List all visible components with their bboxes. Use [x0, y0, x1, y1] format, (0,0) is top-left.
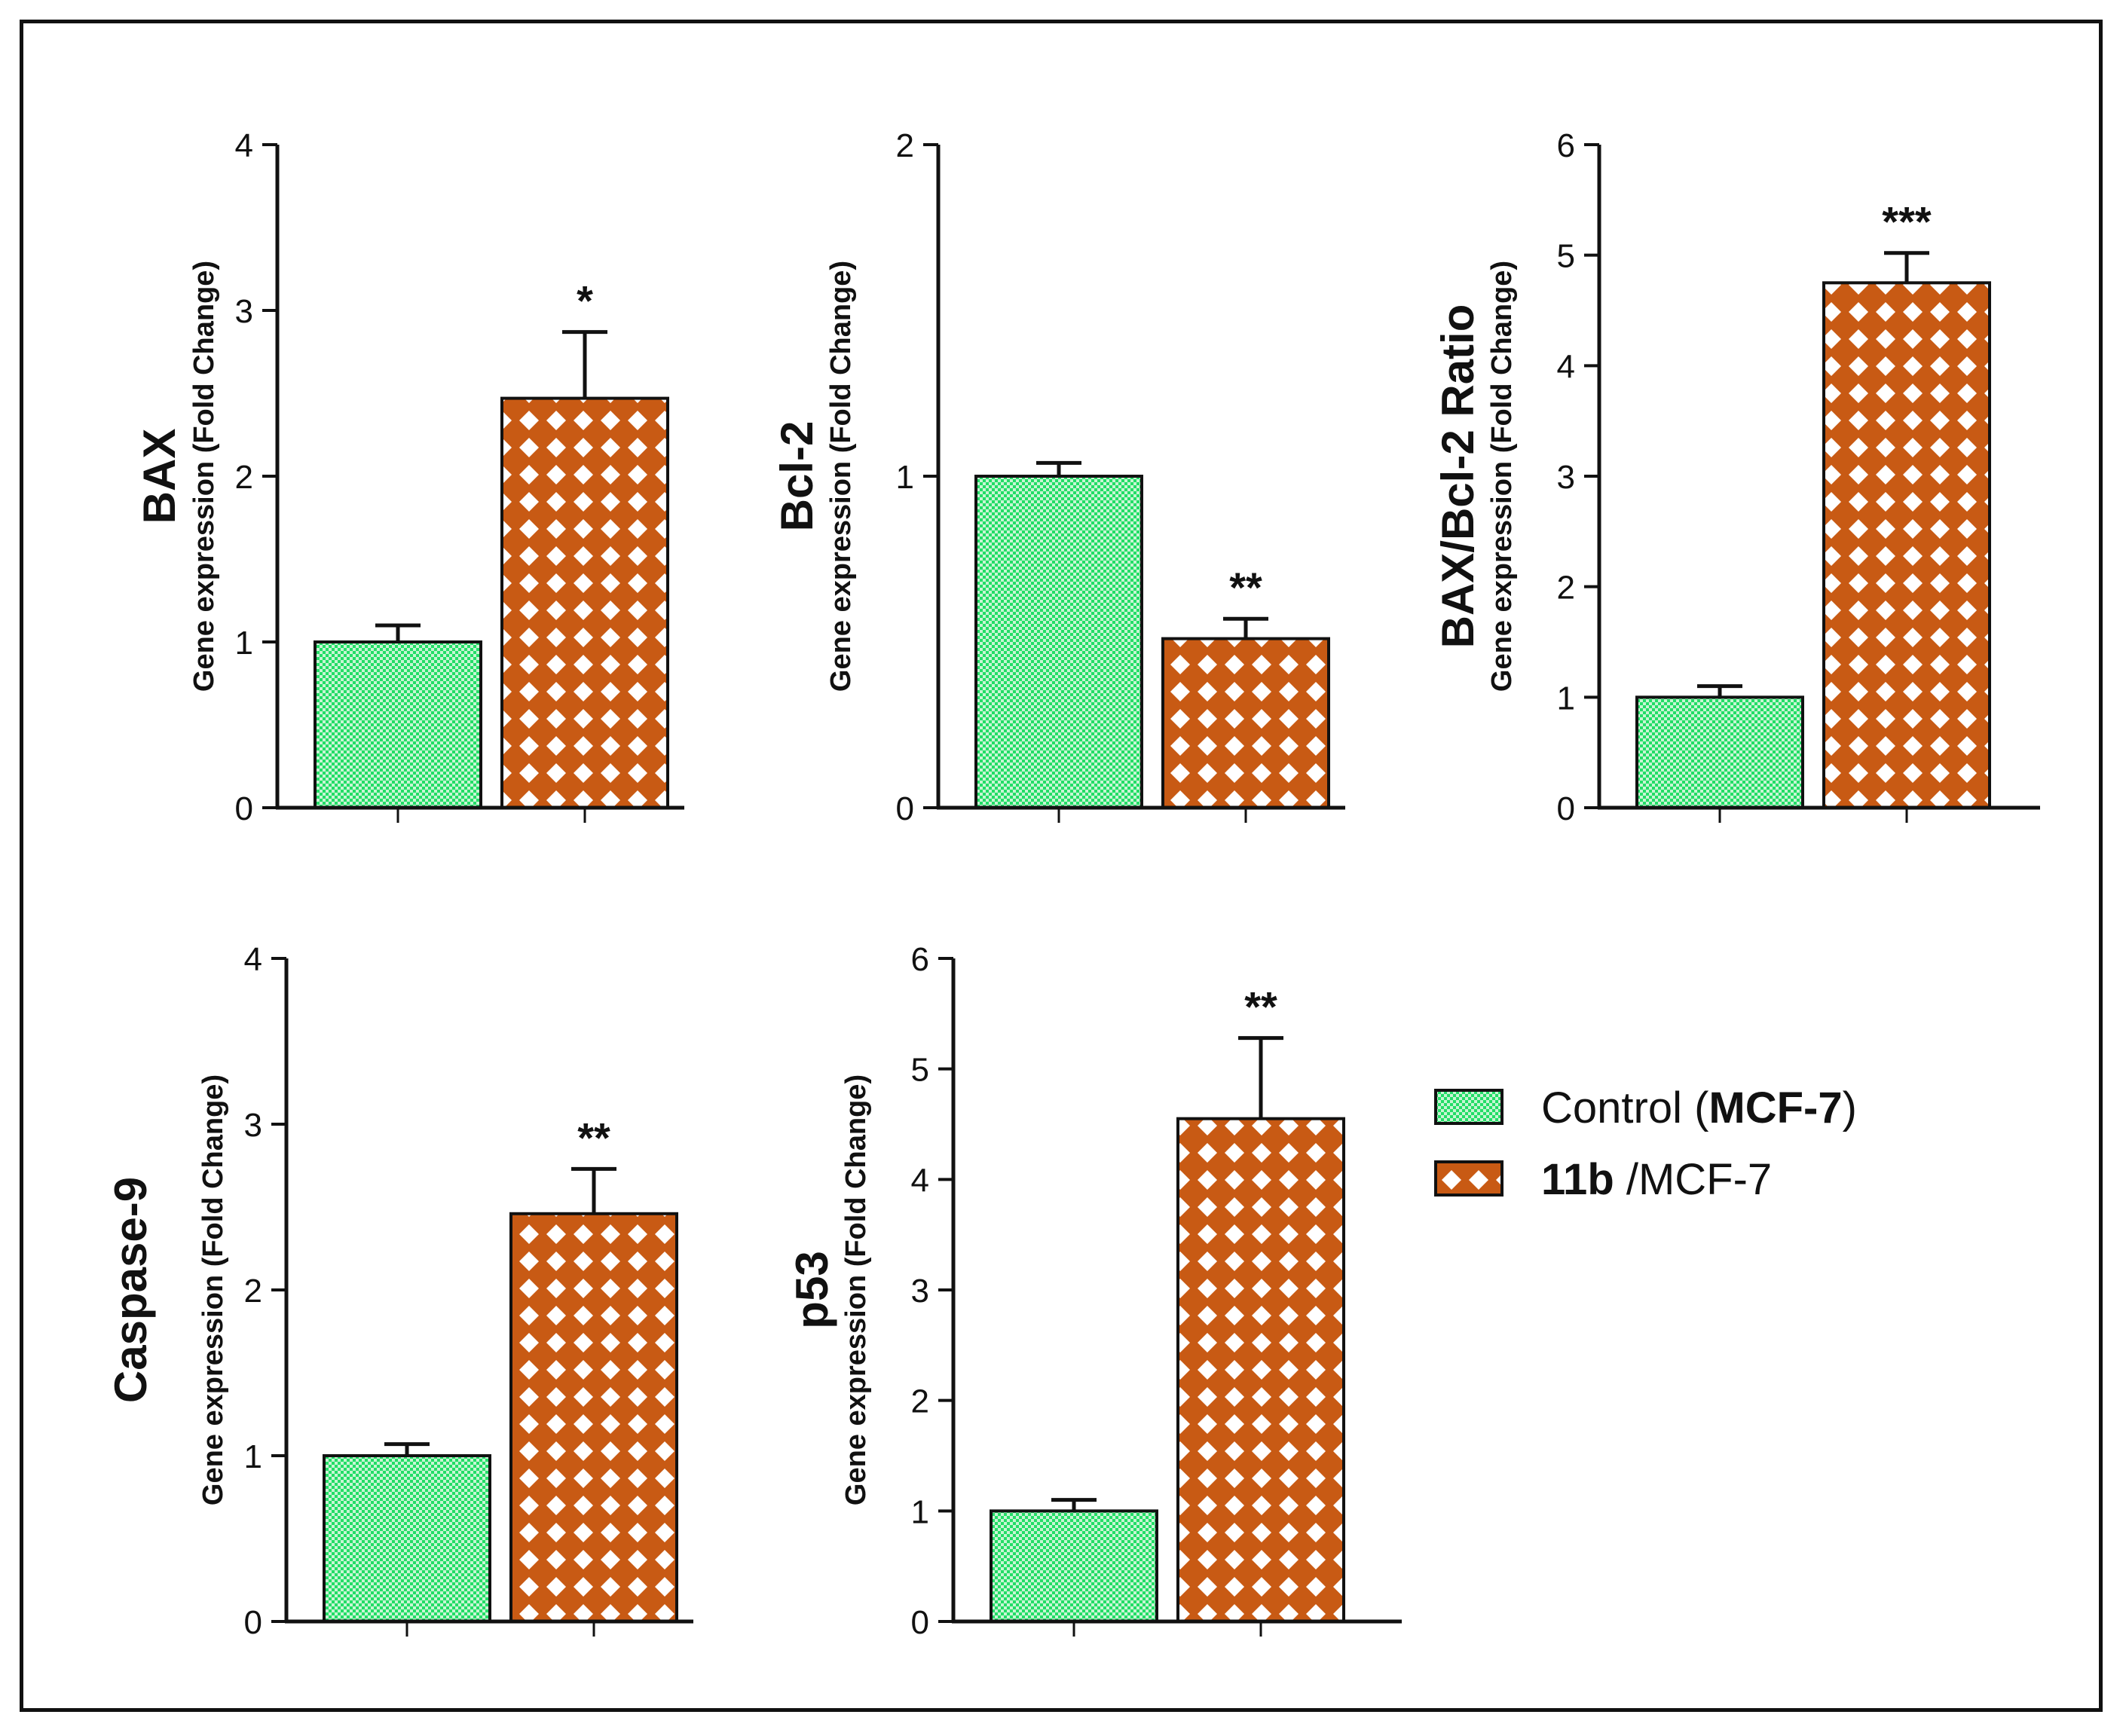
bar-control [323, 1454, 491, 1623]
bar-control [974, 475, 1143, 809]
y-tick-label: 5 [1557, 238, 1575, 275]
significance-label: ** [1229, 564, 1262, 611]
y-axis-title: Gene expression (Fold Change) [825, 261, 857, 692]
gene-label-bax: BAX [134, 429, 185, 524]
y-tick-label: 3 [1557, 459, 1575, 496]
y-tick-label: 0 [235, 790, 253, 827]
y-tick-label: 0 [911, 1604, 929, 1641]
chart-caspase-9: ** 0 1 2 3 4 Caspase-9 Gene expression (Fold Ch… [106, 941, 693, 1641]
significance-label: *** [1882, 198, 1932, 246]
bar-treated [1822, 281, 1991, 810]
legend-swatch-control [1434, 1089, 1503, 1125]
y-tick-label: 6 [1557, 127, 1575, 164]
bar-control [1635, 695, 1804, 809]
y-tick-label: 0 [244, 1604, 262, 1641]
chart-bax-bcl-2-ratio: *** 0 1 2 3 4 5 6 BAX/Bcl-2 Ratio Gene expression… [1433, 127, 2040, 827]
bar-treated [500, 396, 669, 809]
y-tick-label: 3 [244, 1107, 262, 1144]
y-tick-label: 4 [244, 941, 262, 978]
y-axis-title: Gene expression (Fold Change) [188, 261, 220, 692]
figure-frame [20, 20, 2103, 1712]
y-tick-label: 2 [244, 1273, 262, 1310]
legend-swatch-treated [1434, 1160, 1503, 1197]
y-tick-label: 2 [896, 127, 914, 164]
y-axis-title: Gene expression (Fold Change) [197, 1074, 229, 1505]
y-tick-label: 0 [1557, 790, 1575, 827]
chart-bcl-2: ** 0 1 2 Bcl-2 Gene expression (Fold Change) [772, 127, 1345, 827]
y-tick-label: 6 [911, 941, 929, 978]
y-tick-label: 1 [235, 625, 253, 662]
gene-label-p53: p53 [787, 1251, 837, 1328]
legend: Control (MCF-7) 11b /MCF-7 [1434, 1083, 1857, 1204]
y-tick-label: 4 [1557, 348, 1575, 385]
significance-label: ** [1244, 983, 1277, 1031]
y-tick-label: 5 [911, 1052, 929, 1089]
y-tick-label: 2 [235, 459, 253, 496]
chart-p53: ** 0 1 2 3 4 5 6 p53 Gene expression (Fold Change… [787, 941, 1402, 1641]
y-tick-label: 4 [911, 1162, 929, 1199]
y-tick-label: 4 [235, 127, 253, 164]
y-axis-title: Gene expression (Fold Change) [840, 1074, 872, 1505]
y-tick-label: 3 [911, 1273, 929, 1310]
y-tick-label: 1 [911, 1493, 929, 1530]
bar-treated [1161, 637, 1330, 809]
bar-treated [509, 1212, 678, 1624]
legend-label-control: Control (MCF-7) [1541, 1083, 1857, 1132]
y-tick-label: 3 [235, 293, 253, 330]
y-tick-label: 1 [896, 459, 914, 496]
y-axis-title: Gene expression (Fold Change) [1486, 261, 1518, 692]
significance-label: * [577, 277, 593, 325]
significance-label: ** [577, 1114, 610, 1161]
legend-label-treated: 11b /MCF-7 [1541, 1155, 1772, 1204]
gene-label-bcl-2: Bcl-2 [772, 421, 822, 532]
chart-bax: * 0 1 2 3 4 BAX Gene expression (Fold Change) [134, 127, 684, 827]
y-tick-label: 2 [911, 1383, 929, 1420]
y-tick-label: 0 [896, 790, 914, 827]
bar-treated [1176, 1117, 1345, 1623]
bar-control [990, 1509, 1158, 1624]
bar-control [314, 640, 482, 809]
gene-label-caspase-9: Caspase-9 [106, 1177, 156, 1403]
y-tick-label: 1 [1557, 680, 1575, 717]
gene-label-bax-bcl-2-ratio: BAX/Bcl-2 Ratio [1433, 304, 1483, 649]
y-tick-label: 2 [1557, 570, 1575, 607]
y-tick-label: 1 [244, 1438, 262, 1475]
